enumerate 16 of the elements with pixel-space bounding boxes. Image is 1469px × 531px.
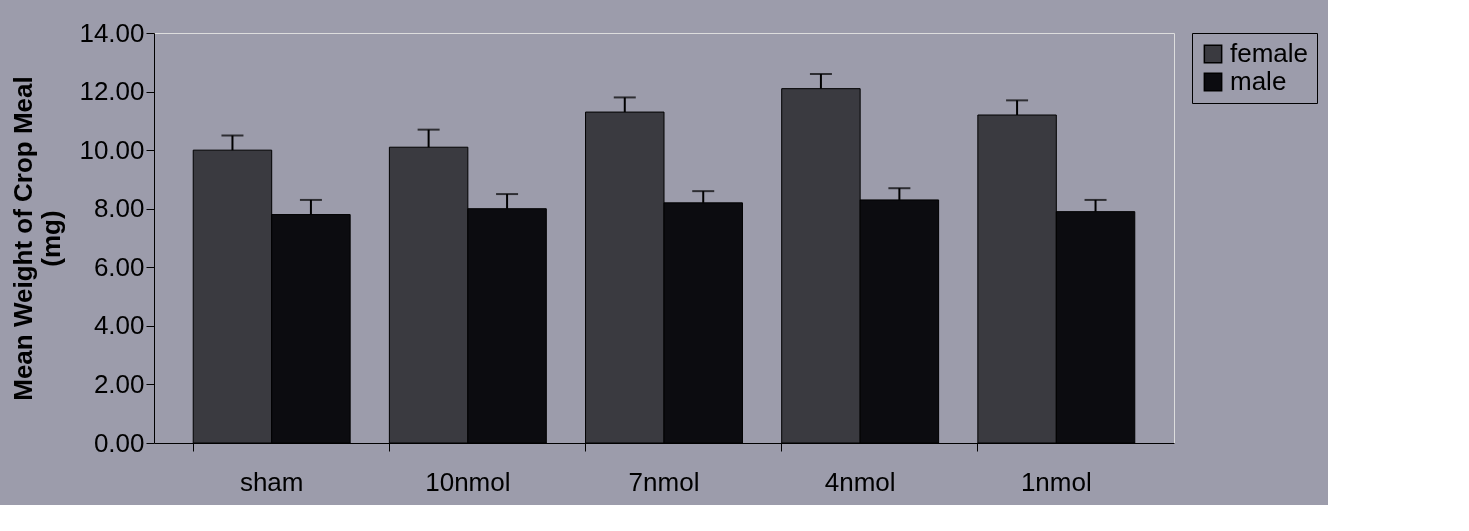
y-tick-label: 6.00 [93,251,145,282]
x-tick-label: 1nmol [1020,466,1092,497]
y-tick-label: 0.00 [93,427,145,458]
legend-label: female [1230,38,1309,68]
y-axis-title: Mean Weight of Crop Meal (mg) [8,76,67,401]
y-tick-label: 8.00 [93,193,145,224]
y-tick-label: 4.00 [93,310,145,341]
x-tick-label: 4nmol [824,466,896,497]
y-tick-label: 14.00 [79,17,145,48]
x-tick-label: sham [239,466,304,497]
y-tick-label: 2.00 [93,368,145,399]
y-tick-label: 10.00 [79,134,145,165]
x-tick-label: 10nmol [425,466,511,497]
y-tick-label: 12.00 [79,76,145,107]
x-tick-label: 7nmol [628,466,700,497]
legend-label: male [1230,66,1287,96]
